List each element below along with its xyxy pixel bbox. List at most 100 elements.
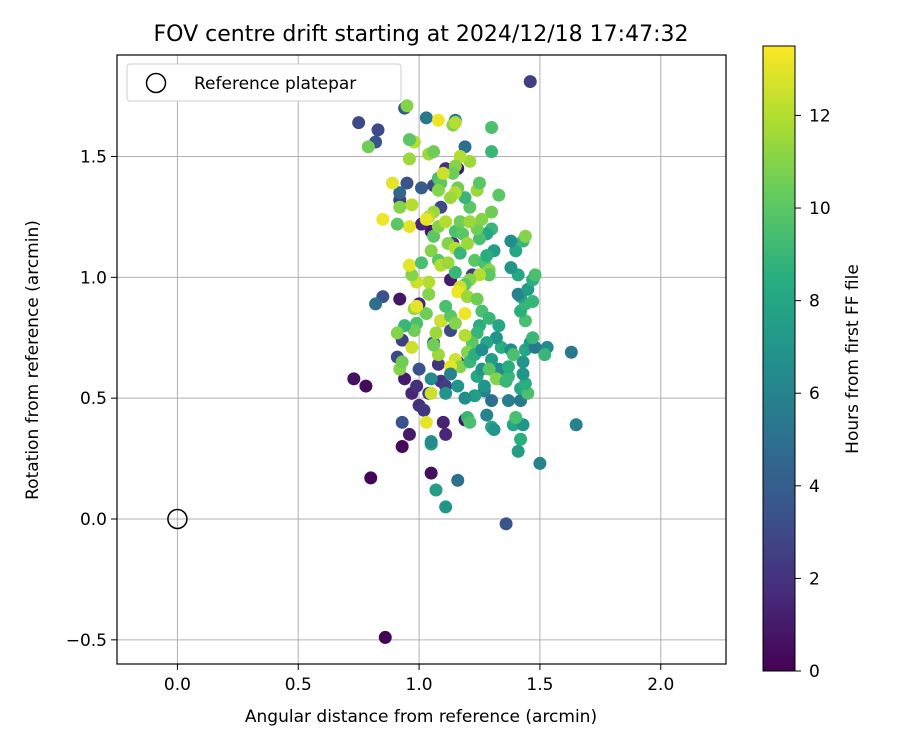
data-point <box>410 379 424 393</box>
reference-platepar-marker <box>167 508 188 530</box>
data-point <box>460 237 474 250</box>
data-point <box>458 328 472 342</box>
data-point <box>564 345 578 359</box>
data-point <box>473 268 486 282</box>
data-point <box>422 275 436 289</box>
data-point <box>526 331 540 345</box>
x-tick-label: 1.0 <box>406 675 433 695</box>
y-tick-label: 1.5 <box>80 148 107 168</box>
data-point <box>412 362 426 376</box>
data-point <box>475 343 489 357</box>
data-point <box>528 268 542 282</box>
data-point <box>395 355 409 369</box>
data-point <box>518 229 532 243</box>
colorbar-tick-label: 10 <box>809 199 831 219</box>
data-point <box>393 186 407 200</box>
y-axis-label: Rotation from reference (arcmin) <box>23 220 43 500</box>
data-point <box>429 483 443 497</box>
colorbar-tick-label: 4 <box>809 477 820 497</box>
colorbar-label: Hours from first FF file <box>843 264 863 454</box>
data-point <box>419 415 433 429</box>
data-point <box>427 338 441 352</box>
data-point <box>482 311 496 325</box>
y-axis-ticks: −0.5 0.0 0.5 1.0 1.5 <box>66 148 117 651</box>
data-point <box>405 198 419 212</box>
data-point <box>516 367 530 381</box>
data-point <box>410 299 424 313</box>
legend-marker-icon <box>145 72 167 94</box>
data-point <box>458 140 472 154</box>
data-point <box>439 386 453 400</box>
data-point <box>427 229 441 243</box>
data-point <box>448 116 462 130</box>
x-tick-label: 0.0 <box>164 675 191 695</box>
data-point <box>431 357 445 371</box>
data-point <box>436 166 450 180</box>
data-point <box>386 176 399 190</box>
data-point <box>436 415 450 429</box>
data-point <box>415 181 428 195</box>
data-point <box>444 191 457 205</box>
data-point <box>395 440 409 453</box>
data-point <box>424 372 438 386</box>
y-tick-label: 1.0 <box>80 268 107 288</box>
data-point <box>456 227 470 241</box>
data-point <box>482 362 496 376</box>
colorbar-tick-label: 12 <box>809 106 831 126</box>
data-point <box>439 427 453 441</box>
data-point <box>390 326 404 340</box>
data-point <box>489 331 503 345</box>
data-point <box>448 266 462 279</box>
data-point <box>427 145 441 159</box>
data-point <box>352 116 366 130</box>
data-point <box>439 299 453 313</box>
data-point <box>400 176 414 190</box>
data-point <box>569 418 583 432</box>
x-axis-label: Angular distance from reference (arcmin) <box>245 707 597 727</box>
data-point <box>538 348 552 362</box>
data-point <box>405 340 419 354</box>
data-point <box>499 517 513 531</box>
data-point <box>407 324 421 337</box>
data-point <box>463 215 477 229</box>
data-point <box>533 456 547 470</box>
data-point <box>347 372 361 386</box>
data-point <box>424 244 438 258</box>
data-point <box>516 355 530 369</box>
data-point <box>451 285 465 299</box>
data-point <box>361 140 375 154</box>
plot-frame <box>116 54 727 665</box>
data-point <box>402 220 416 234</box>
data-point <box>453 246 467 260</box>
data-point <box>480 249 494 263</box>
data-point <box>419 212 433 226</box>
legend-box <box>126 63 402 102</box>
data-point <box>492 188 506 202</box>
data-point <box>451 473 465 487</box>
data-point <box>463 154 477 168</box>
data-point <box>453 150 467 163</box>
colorbar-tick-label: 6 <box>809 384 820 404</box>
data-points <box>347 75 583 644</box>
data-point <box>378 630 392 644</box>
data-point <box>444 367 457 381</box>
data-point <box>402 427 416 441</box>
data-point <box>429 326 443 340</box>
data-point <box>475 212 489 226</box>
data-point <box>395 415 409 429</box>
data-point <box>502 360 515 374</box>
data-point <box>453 360 467 374</box>
data-point <box>485 205 499 219</box>
chart-title: FOV centre drift starting at 2024/12/18 … <box>154 22 689 47</box>
y-tick-label: 0.0 <box>80 510 107 530</box>
reference-marker-layer <box>167 508 188 530</box>
data-point <box>424 435 438 449</box>
data-point <box>415 256 428 270</box>
data-point <box>482 268 496 282</box>
data-point <box>390 217 404 231</box>
data-point <box>453 215 467 229</box>
data-point <box>470 326 484 340</box>
data-point <box>485 121 499 134</box>
data-point <box>526 295 540 308</box>
data-point <box>509 411 523 424</box>
